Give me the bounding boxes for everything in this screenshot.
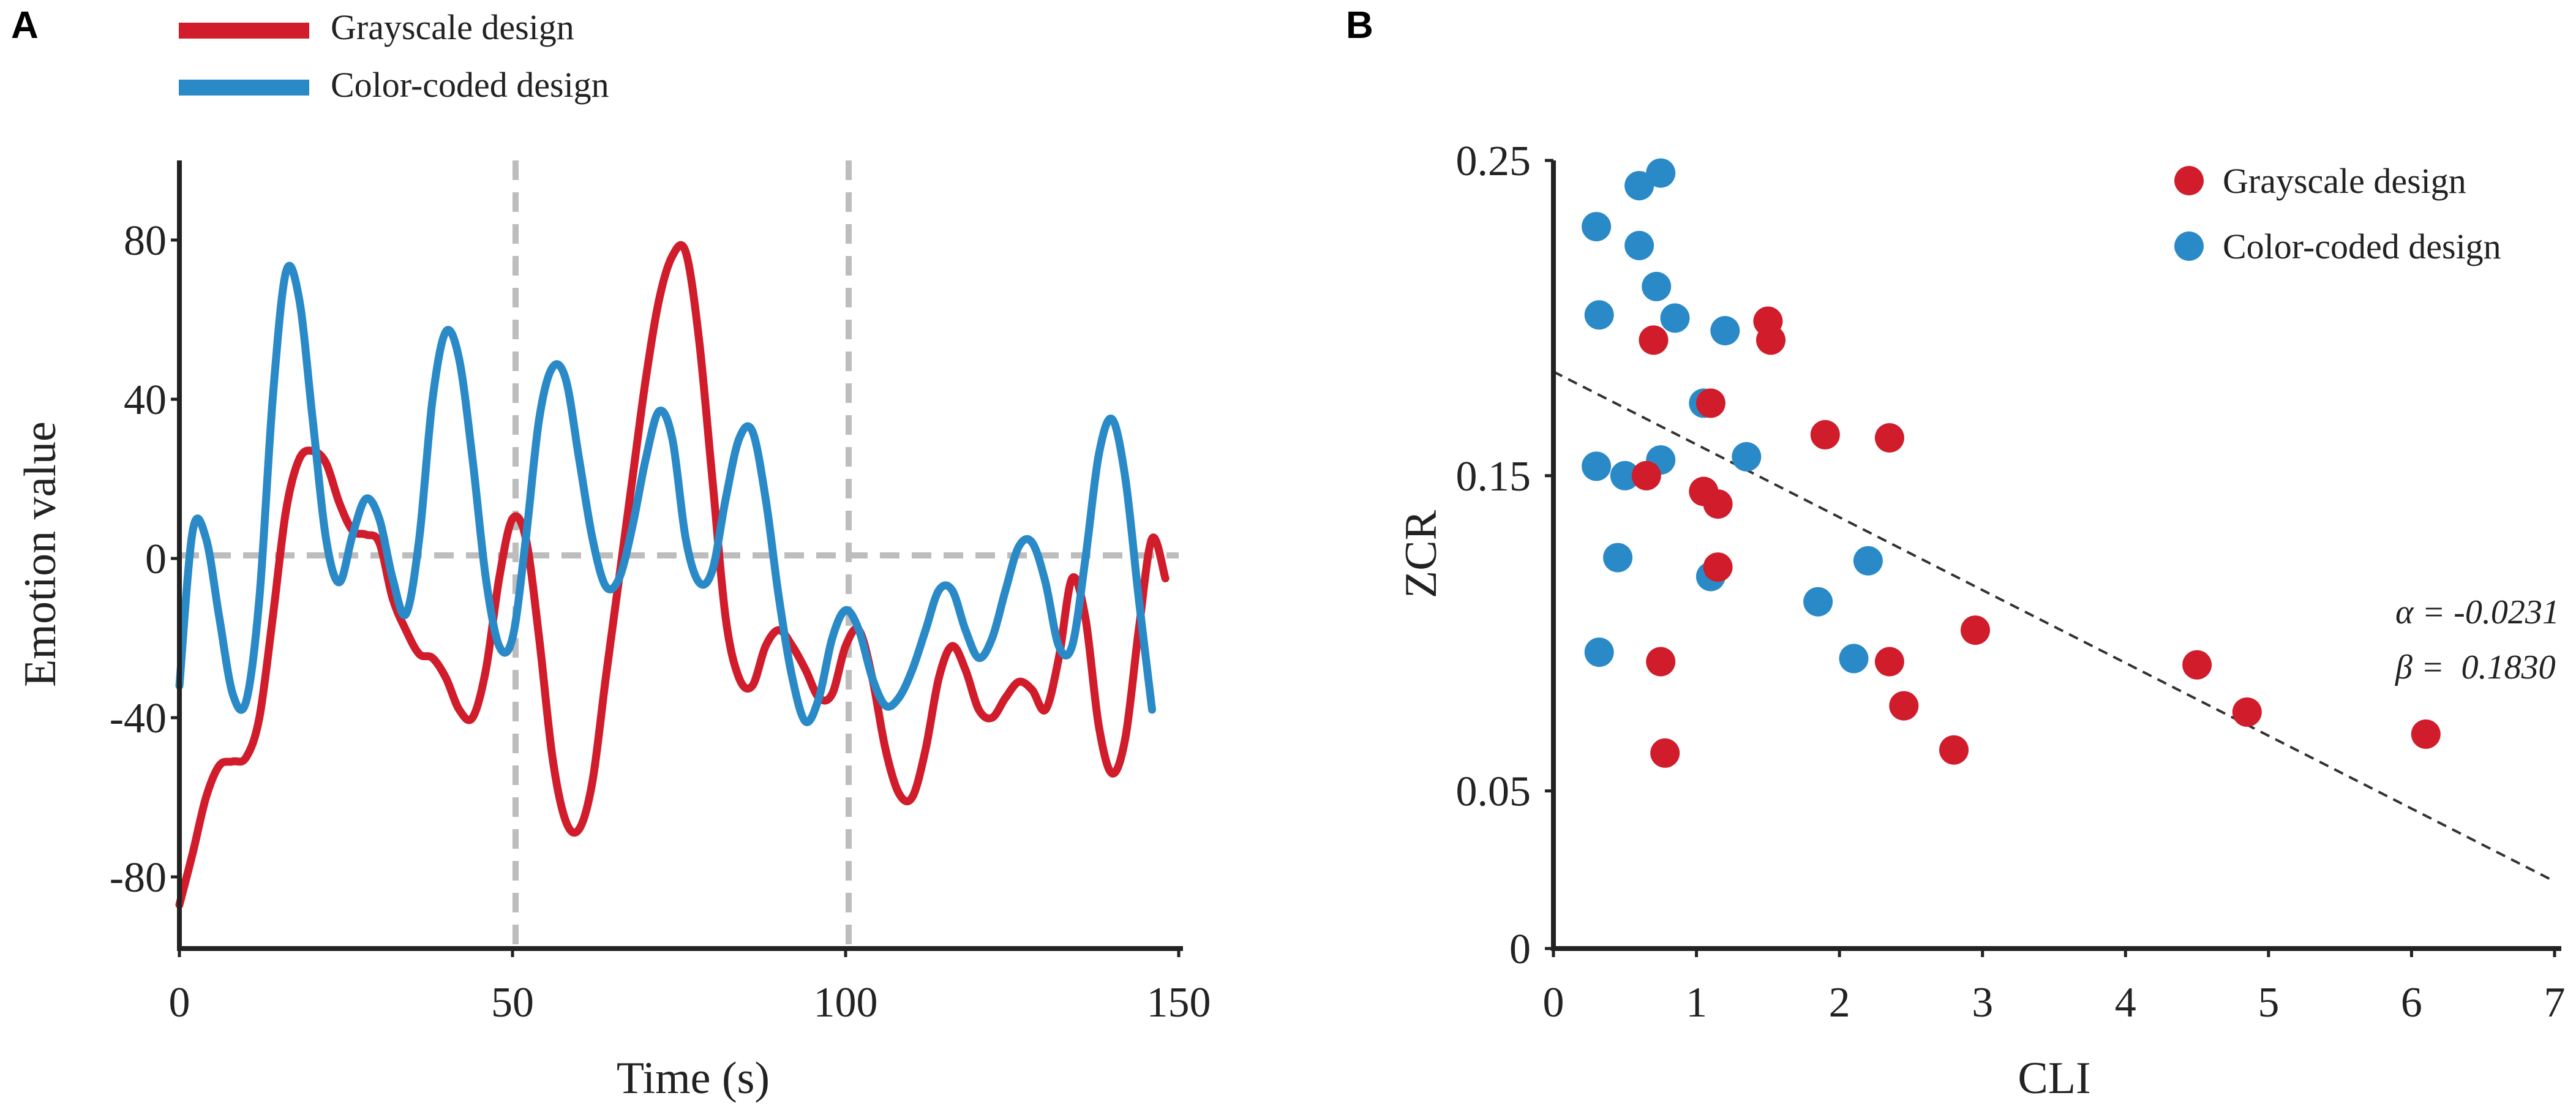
scatter-point-grayscale-design: [1646, 647, 1676, 677]
panel-b-y-axis-label: ZCR: [1396, 509, 1446, 598]
scatter-point-color-coded-design: [1839, 644, 1869, 674]
panel-b-points: [1582, 158, 2441, 768]
scatter-point-grayscale-design: [1810, 419, 1840, 449]
panel-b-x-axis-label: CLI: [2018, 1053, 2090, 1103]
panel-b-legend-colorcoded-marker: [2174, 231, 2204, 261]
scatter-point-grayscale-design: [1874, 647, 1904, 677]
panel-a: A Grayscale design Color-coded design 0 5…: [11, 4, 1211, 1103]
panel-b-x-tick-label: 5: [2258, 979, 2279, 1026]
scatter-point-color-coded-design: [1582, 212, 1612, 242]
scatter-point-color-coded-design: [1610, 460, 1640, 490]
panel-a-y-tick-label: 0: [145, 536, 167, 583]
scatter-point-grayscale-design: [1756, 325, 1786, 355]
panel-b-ticks: 0 1 2 3 4 5 6 7 0.25 0.15 0.05 0: [1456, 138, 2566, 1026]
panel-b-y-tick-label: 0.05: [1456, 769, 1531, 816]
scatter-point-grayscale-design: [1695, 388, 1725, 418]
scatter-point-grayscale-design: [2232, 697, 2262, 727]
panel-b-x-tick-label: 6: [2401, 979, 2422, 1026]
scatter-point-grayscale-design: [1961, 615, 1990, 645]
panel-a-x-tick-label: 50: [491, 979, 534, 1026]
scatter-point-color-coded-design: [1624, 231, 1654, 260]
scatter-point-color-coded-design: [1853, 546, 1883, 576]
scatter-point-color-coded-design: [1732, 442, 1762, 472]
panel-a-legend: Grayscale design Color-coded design: [179, 7, 609, 105]
panel-b-label: B: [1346, 4, 1373, 47]
scatter-point-color-coded-design: [1646, 158, 1676, 188]
panel-a-y-axis-label: Emotion value: [15, 421, 66, 687]
panel-b-x-tick-label: 3: [1972, 979, 1993, 1026]
panel-a-legend-grayscale-label: Grayscale design: [331, 7, 574, 47]
panel-a-x-tick-label: 100: [814, 979, 878, 1026]
scatter-point-color-coded-design: [1710, 316, 1740, 345]
panel-b-x-tick-label: 0: [1543, 979, 1564, 1026]
panel-a-series-colorcoded-line: [175, 261, 1156, 726]
scatter-point-color-coded-design: [1803, 587, 1833, 617]
panel-b-x-tick-label: 7: [2544, 979, 2566, 1026]
panel-a-y-tick-label: -40: [110, 695, 167, 742]
panel-b-x-tick-label: 4: [2115, 979, 2136, 1026]
panel-b-x-tick-label: 2: [1829, 979, 1850, 1026]
scatter-point-color-coded-design: [1624, 171, 1654, 201]
panel-b-alpha-annotation: α = -0.0231: [2395, 593, 2559, 631]
panel-a-x-tick-label: 150: [1147, 979, 1211, 1026]
scatter-point-color-coded-design: [1584, 300, 1614, 330]
scatter-point-grayscale-design: [2411, 719, 2441, 749]
scatter-point-grayscale-design: [1703, 489, 1733, 519]
panel-a-legend-colorcoded-label: Color-coded design: [331, 65, 609, 105]
panel-b-fit-line: [1553, 370, 2555, 883]
scatter-point-grayscale-design: [1631, 460, 1661, 490]
panel-a-y-tick-label: 80: [124, 217, 167, 265]
scatter-point-grayscale-design: [1650, 738, 1680, 768]
panel-a-x-tick-label: 0: [169, 979, 190, 1026]
panel-b-y-tick-label: 0.25: [1456, 138, 1531, 185]
panel-b-y-tick-label: 0.15: [1456, 453, 1531, 500]
panel-a-y-tick-label: -80: [110, 854, 167, 901]
scatter-point-grayscale-design: [1939, 735, 1969, 765]
scatter-point-color-coded-design: [1582, 451, 1612, 481]
panel-a-y-tick-label: 40: [124, 377, 167, 424]
panel-a-ticks: 0 50 100 150 80 40 0 -40 -80: [110, 217, 1211, 1026]
scatter-point-grayscale-design: [1874, 423, 1904, 453]
scatter-point-color-coded-design: [1642, 271, 1672, 301]
panel-a-label: A: [11, 4, 39, 47]
panel-a-x-axis-label: Time (s): [617, 1053, 770, 1103]
panel-b-legend-grayscale-marker: [2174, 166, 2204, 195]
panel-b-beta-annotation: β = 0.1830: [2395, 648, 2556, 686]
panel-b-y-tick-label: 0: [1509, 926, 1531, 973]
scatter-point-grayscale-design: [1639, 325, 1669, 355]
scatter-point-color-coded-design: [1584, 637, 1614, 667]
panel-b-x-tick-label: 1: [1686, 979, 1707, 1026]
panel-b-legend: Grayscale design Color-coded design: [2174, 161, 2501, 266]
panel-b-legend-grayscale-label: Grayscale design: [2223, 161, 2466, 201]
scatter-point-grayscale-design: [1703, 552, 1733, 582]
scatter-point-grayscale-design: [1889, 691, 1919, 721]
panel-b-legend-colorcoded-label: Color-coded design: [2223, 227, 2501, 266]
scatter-point-grayscale-design: [2182, 650, 2212, 680]
scatter-point-color-coded-design: [1603, 543, 1633, 573]
panel-a-series-grayscale-line: [175, 241, 1170, 909]
scatter-point-color-coded-design: [1660, 303, 1690, 333]
panel-b: B 0 1 2 3 4 5 6 7 0.25 0.15 0.05 0 Grayscale design…: [1346, 4, 2566, 1103]
